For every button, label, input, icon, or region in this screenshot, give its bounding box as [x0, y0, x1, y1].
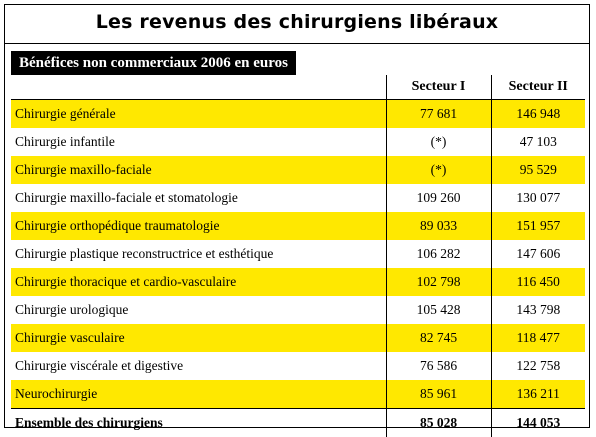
row-secteur-2: 130 077	[491, 184, 585, 212]
row-secteur-2: 136 211	[491, 380, 585, 409]
title-divider	[5, 43, 589, 44]
total-row: Ensemble des chirurgiens 85 028 144 053	[11, 409, 585, 437]
row-secteur-1: (*)	[386, 156, 491, 184]
row-label: Chirurgie générale	[11, 100, 386, 129]
row-label: Chirurgie orthopédique traumatologie	[11, 212, 386, 240]
table-row: Chirurgie infantile (*) 47 103	[11, 128, 585, 156]
total-secteur-2: 144 053	[491, 409, 585, 437]
row-secteur-1: (*)	[386, 128, 491, 156]
row-secteur-1: 89 033	[386, 212, 491, 240]
row-secteur-1: 105 428	[386, 296, 491, 324]
row-secteur-2: 146 948	[491, 100, 585, 129]
row-label: Chirurgie maxillo-faciale	[11, 156, 386, 184]
table-row: Chirurgie maxillo-faciale et stomatologi…	[11, 184, 585, 212]
row-secteur-2: 95 529	[491, 156, 585, 184]
header-label	[11, 75, 386, 100]
table-row: Chirurgie urologique 105 428 143 798	[11, 296, 585, 324]
table-row: Chirurgie générale 77 681 146 948	[11, 100, 585, 129]
table-row: Chirurgie plastique reconstructrice et e…	[11, 240, 585, 268]
row-label: Chirurgie plastique reconstructrice et e…	[11, 240, 386, 268]
row-secteur-2: 118 477	[491, 324, 585, 352]
table-row: Chirurgie thoracique et cardio-vasculair…	[11, 268, 585, 296]
row-label: Chirurgie viscérale et digestive	[11, 352, 386, 380]
revenue-table: Secteur I Secteur II Chirurgie générale …	[11, 75, 585, 437]
row-secteur-2: 151 957	[491, 212, 585, 240]
row-label: Chirurgie vasculaire	[11, 324, 386, 352]
table-header-row: Secteur I Secteur II	[11, 75, 585, 100]
row-label: Chirurgie thoracique et cardio-vasculair…	[11, 268, 386, 296]
table-row: Chirurgie orthopédique traumatologie 89 …	[11, 212, 585, 240]
row-secteur-1: 109 260	[386, 184, 491, 212]
total-secteur-1: 85 028	[386, 409, 491, 437]
row-secteur-2: 47 103	[491, 128, 585, 156]
header-secteur-2: Secteur II	[491, 75, 585, 100]
table-row: Chirurgie maxillo-faciale (*) 95 529	[11, 156, 585, 184]
row-secteur-2: 147 606	[491, 240, 585, 268]
row-label: Chirurgie maxillo-faciale et stomatologi…	[11, 184, 386, 212]
total-label: Ensemble des chirurgiens	[11, 409, 386, 437]
row-secteur-1: 102 798	[386, 268, 491, 296]
row-secteur-2: 122 758	[491, 352, 585, 380]
table-row: Neurochirurgie 85 961 136 211	[11, 380, 585, 409]
row-label: Neurochirurgie	[11, 380, 386, 409]
page-title: Les revenus des chirurgiens libéraux	[5, 11, 589, 33]
document-frame: Les revenus des chirurgiens libéraux Bén…	[4, 4, 590, 428]
row-secteur-2: 116 450	[491, 268, 585, 296]
row-secteur-1: 82 745	[386, 324, 491, 352]
row-secteur-1: 77 681	[386, 100, 491, 129]
table-row: Chirurgie vasculaire 82 745 118 477	[11, 324, 585, 352]
table-subtitle: Bénéfices non commerciaux 2006 en euros	[11, 51, 296, 75]
table-row: Chirurgie viscérale et digestive 76 586 …	[11, 352, 585, 380]
row-label: Chirurgie urologique	[11, 296, 386, 324]
row-secteur-2: 143 798	[491, 296, 585, 324]
row-secteur-1: 106 282	[386, 240, 491, 268]
row-label: Chirurgie infantile	[11, 128, 386, 156]
row-secteur-1: 76 586	[386, 352, 491, 380]
row-secteur-1: 85 961	[386, 380, 491, 409]
header-secteur-1: Secteur I	[386, 75, 491, 100]
